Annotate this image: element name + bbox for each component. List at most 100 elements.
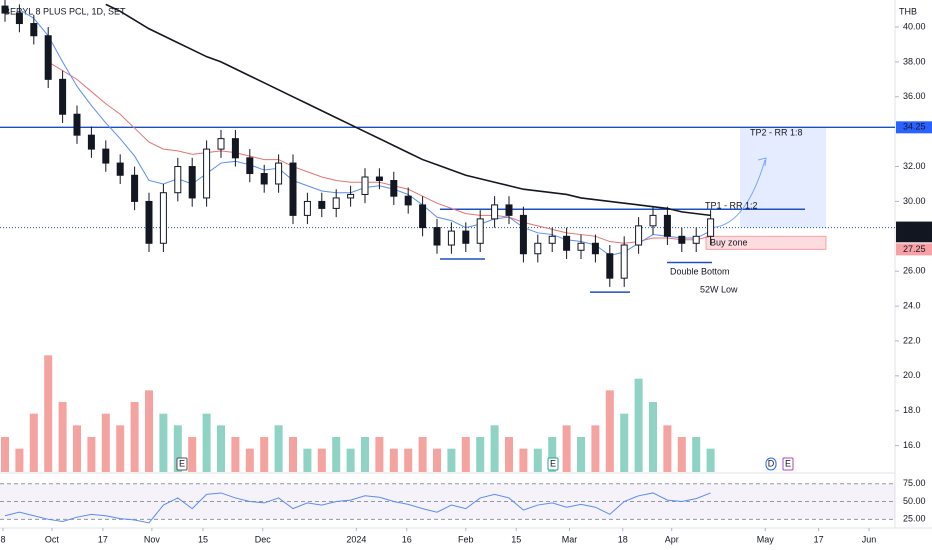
candle-body	[476, 218, 484, 244]
candle-body	[303, 200, 311, 216]
candle-body	[606, 253, 614, 279]
annotation: Buy zone	[710, 237, 748, 247]
candle-body	[390, 180, 398, 197]
y-tick-label: 22.0	[903, 335, 921, 345]
volume-bar	[73, 425, 81, 472]
candle-body	[347, 193, 355, 199]
candle-body	[462, 230, 470, 244]
candle-body	[433, 227, 441, 246]
candle-body	[447, 230, 455, 246]
volume-bar	[490, 425, 499, 472]
candle-body	[678, 235, 686, 244]
badge	[765, 457, 777, 471]
candle-body	[1, 5, 9, 14]
x-tick-label: 18	[618, 534, 628, 544]
candle-body	[217, 138, 225, 150]
candle-body	[30, 23, 38, 37]
badge	[782, 457, 794, 471]
volume-bar	[605, 390, 614, 472]
volume-bar	[548, 437, 557, 472]
price-label-box	[896, 243, 932, 256]
volume-bar	[145, 390, 153, 472]
y-tick-label: 30.00	[903, 196, 926, 206]
candle-body	[275, 162, 283, 185]
volume-bar	[562, 425, 571, 472]
x-tick-label: Jun	[862, 534, 877, 544]
candle-body	[145, 200, 153, 244]
annotation: TP2 - RR 1:8	[750, 127, 803, 137]
volume-bar	[274, 425, 283, 472]
volume-bar	[29, 413, 38, 472]
candle-body	[246, 157, 254, 175]
candle-body	[159, 192, 167, 244]
rsi-line	[4, 492, 711, 524]
currency: THB	[899, 6, 917, 16]
x-tick-label: 16	[402, 534, 412, 544]
target-arrow	[709, 157, 767, 229]
x-tick-label: 15	[511, 534, 521, 544]
candle-body	[231, 138, 239, 159]
candle-body	[620, 244, 628, 279]
candle-body	[15, 12, 23, 25]
candle-body	[577, 242, 585, 251]
chart-title: BERYL 8 PLUS PCL, 1D, SET	[4, 6, 126, 16]
x-tick-label: Nov	[144, 534, 161, 544]
volume-bar	[116, 425, 125, 472]
volume-bar	[404, 448, 413, 472]
volume-bar	[87, 437, 96, 472]
candle-body	[591, 242, 599, 255]
volume-bar	[231, 437, 240, 472]
x-tick-label: 17	[98, 534, 108, 544]
candle-body	[635, 225, 643, 246]
volume-bar	[476, 437, 485, 472]
y-tick-label: 18.0	[903, 405, 921, 415]
volume-bar	[375, 437, 384, 472]
volume-bar	[505, 437, 513, 472]
y-tick-label: 20.0	[903, 370, 921, 380]
candle-body	[203, 148, 211, 199]
x-tick-label: Apr	[665, 534, 679, 544]
volume-bar	[620, 413, 629, 472]
volume-bar	[260, 437, 269, 472]
candle-body	[188, 166, 196, 199]
candle-body	[649, 214, 657, 227]
candle-body	[361, 176, 369, 195]
x-tick-label: 8	[0, 534, 5, 544]
candle-body	[375, 176, 383, 182]
x-tick-label: 15	[198, 534, 208, 544]
x-tick-label: May	[757, 534, 775, 544]
price-label: 28.50	[903, 222, 926, 232]
volume-bar	[173, 425, 182, 472]
candle-body	[260, 173, 268, 185]
volume-bar	[332, 437, 341, 472]
candle-body	[87, 134, 95, 150]
y-tick-label: 40.00	[903, 21, 926, 31]
volume-bar	[303, 448, 312, 472]
candle-body	[519, 214, 527, 255]
volume-bar	[389, 448, 398, 472]
y-tick-label: 32.00	[903, 161, 926, 171]
candle-body	[534, 242, 542, 255]
volume-bar	[418, 437, 427, 472]
rsi-tick-label: 25.00	[903, 514, 926, 524]
candle-body	[131, 174, 139, 202]
rsi-tick-label: 50.00	[903, 496, 926, 506]
volume-bar	[649, 402, 657, 472]
volume-bar	[217, 425, 225, 472]
volume-bar	[692, 437, 701, 472]
volume-bar	[447, 448, 456, 472]
volume-bar	[591, 425, 600, 472]
badge-label: E	[550, 458, 556, 468]
badge-label: E	[785, 458, 791, 468]
volume-bar	[663, 425, 672, 472]
badge	[547, 457, 559, 471]
volume-bar	[159, 413, 168, 472]
volume-bar	[101, 413, 110, 472]
volume-bar	[461, 437, 470, 472]
badge	[176, 457, 188, 471]
x-tick-label: Feb	[458, 534, 474, 544]
y-tick-label: 24.0	[903, 300, 921, 310]
volume-bar	[245, 448, 254, 472]
x-tick-label: Dec	[255, 534, 272, 544]
